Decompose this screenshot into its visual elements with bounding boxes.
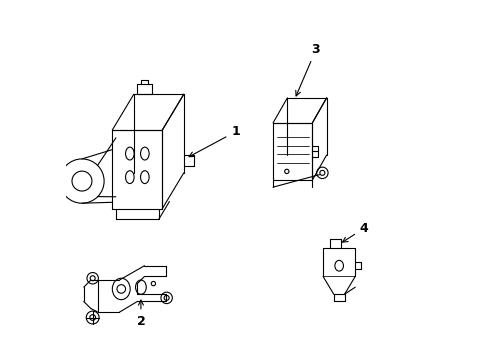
Text: 1: 1 [189, 125, 240, 157]
Text: 4: 4 [342, 222, 368, 242]
Text: 2: 2 [136, 300, 145, 328]
Text: 3: 3 [295, 43, 320, 96]
